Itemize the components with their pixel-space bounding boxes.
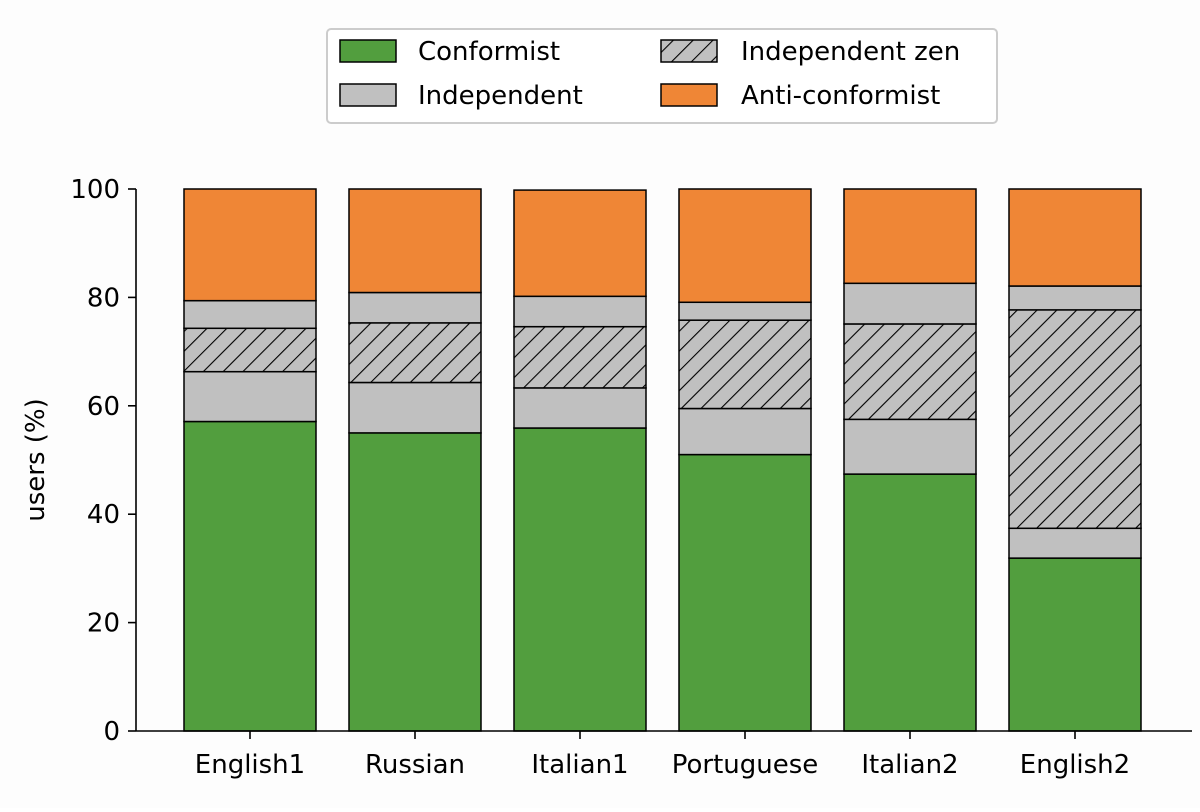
legend-label-independent: Independent xyxy=(418,81,583,111)
bar-russian-independent-3 xyxy=(348,291,482,324)
legend-label-anti-conformist: Anti-conformist xyxy=(741,81,940,111)
x-tick-label: English2 xyxy=(1020,750,1130,780)
bar-italian1-conformist-0 xyxy=(513,427,647,732)
bar-english2-independent-1 xyxy=(1008,527,1142,559)
bar-portuguese-independent-1 xyxy=(678,407,812,456)
legend-swatch-independent-zen xyxy=(660,39,718,63)
bar-italian2-conformist-0 xyxy=(843,473,977,732)
y-tick-label: 100 xyxy=(70,175,120,205)
bar-portuguese-independent-3 xyxy=(678,301,812,321)
bar-italian2-independent-1 xyxy=(843,418,977,475)
bar-italian1-independent-3 xyxy=(513,295,647,328)
y-tick-label: 40 xyxy=(87,500,120,530)
bar-russian-conformist-0 xyxy=(348,432,482,732)
axes-layer: 0 20 40 60 80 100 English1 Russian Italian1 Portu… xyxy=(70,175,1192,780)
y-axis-label: users (%) xyxy=(21,398,51,522)
bar-italian2-anti-conformist-4 xyxy=(843,188,977,285)
x-tick-label: Russian xyxy=(365,750,465,780)
bar-italian2-independent-zen-2 xyxy=(843,323,977,421)
bar-english1-independent-3 xyxy=(183,299,317,330)
legend-label-independent-zen: Independent zen xyxy=(741,37,960,67)
bar-portuguese-independent-zen-2 xyxy=(678,319,812,410)
bar-portuguese-conformist-0 xyxy=(678,453,812,732)
bars-layer xyxy=(183,188,1142,732)
y-tick-label: 60 xyxy=(87,392,120,422)
legend: Conformist Independent Independent zen Anti… xyxy=(326,28,998,124)
legend-swatch-independent xyxy=(339,83,397,107)
bar-english2-independent-zen-2 xyxy=(1008,309,1142,530)
bar-portuguese-anti-conformist-4 xyxy=(678,188,812,304)
y-tick-label: 0 xyxy=(103,717,120,747)
bar-russian-anti-conformist-4 xyxy=(348,188,482,294)
bar-english1-independent-1 xyxy=(183,370,317,423)
bar-italian2-independent-3 xyxy=(843,282,977,325)
legend-box xyxy=(326,28,998,124)
x-tick-label: Italian2 xyxy=(861,750,958,780)
bar-russian-independent-zen-2 xyxy=(348,322,482,384)
x-tick-label: Portuguese xyxy=(672,750,819,780)
bar-english2-conformist-0 xyxy=(1008,557,1142,732)
legend-swatch-conformist xyxy=(339,39,397,63)
bar-russian-independent-1 xyxy=(348,381,482,434)
bar-english1-conformist-0 xyxy=(183,420,317,732)
x-tick-label: English1 xyxy=(195,750,305,780)
y-tick-label: 20 xyxy=(87,609,120,639)
y-tick-label: 80 xyxy=(87,283,120,313)
bar-italian1-independent-1 xyxy=(513,387,647,429)
bar-italian1-independent-zen-2 xyxy=(513,325,647,389)
bar-english1-anti-conformist-4 xyxy=(183,188,317,302)
x-tick-label: Italian1 xyxy=(531,750,628,780)
bar-italian1-anti-conformist-4 xyxy=(513,189,647,298)
bar-english2-anti-conformist-4 xyxy=(1008,188,1142,287)
bar-english1-independent-zen-2 xyxy=(183,327,317,373)
bar-english2-independent-3 xyxy=(1008,285,1142,311)
legend-label-conformist: Conformist xyxy=(418,37,560,67)
legend-swatch-anti-conformist xyxy=(660,83,718,107)
